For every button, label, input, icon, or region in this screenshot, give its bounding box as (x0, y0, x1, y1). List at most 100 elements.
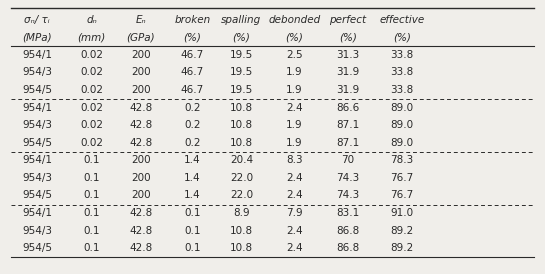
Text: 10.8: 10.8 (230, 226, 253, 236)
Text: 10.8: 10.8 (230, 120, 253, 130)
Text: 0.02: 0.02 (80, 67, 103, 78)
Text: dₙ: dₙ (86, 15, 97, 25)
Text: 10.8: 10.8 (230, 138, 253, 148)
Text: 954/1: 954/1 (22, 103, 52, 113)
Text: 46.7: 46.7 (181, 50, 204, 60)
Text: 70: 70 (341, 155, 354, 165)
Text: 78.3: 78.3 (391, 155, 414, 165)
Text: spalling: spalling (221, 15, 262, 25)
Text: 0.1: 0.1 (184, 243, 201, 253)
Text: effective: effective (379, 15, 425, 25)
Text: 42.8: 42.8 (129, 226, 152, 236)
Text: (GPa): (GPa) (126, 32, 155, 42)
Text: 954/5: 954/5 (22, 85, 52, 95)
Text: 0.2: 0.2 (184, 103, 201, 113)
Text: 74.3: 74.3 (336, 190, 359, 201)
Text: 200: 200 (131, 173, 150, 183)
Text: (MPa): (MPa) (22, 32, 52, 42)
Text: 2.4: 2.4 (286, 173, 302, 183)
Text: 19.5: 19.5 (230, 50, 253, 60)
Text: 200: 200 (131, 67, 150, 78)
Text: 76.7: 76.7 (391, 190, 414, 201)
Text: (%): (%) (233, 32, 250, 42)
Text: 2.4: 2.4 (286, 190, 302, 201)
Text: 87.1: 87.1 (336, 138, 359, 148)
Text: 86.6: 86.6 (336, 103, 359, 113)
Text: broken: broken (174, 15, 210, 25)
Text: σₙ/ τᵢ: σₙ/ τᵢ (24, 15, 50, 25)
Text: 0.02: 0.02 (80, 120, 103, 130)
Text: perfect: perfect (329, 15, 366, 25)
Text: 20.4: 20.4 (230, 155, 253, 165)
Text: 0.1: 0.1 (83, 155, 100, 165)
Text: 89.0: 89.0 (391, 138, 414, 148)
Text: 7.9: 7.9 (286, 208, 302, 218)
Text: 86.8: 86.8 (336, 243, 359, 253)
Text: 76.7: 76.7 (391, 173, 414, 183)
Text: 89.2: 89.2 (391, 226, 414, 236)
Text: 954/5: 954/5 (22, 243, 52, 253)
Text: 89.0: 89.0 (391, 120, 414, 130)
Text: 91.0: 91.0 (391, 208, 414, 218)
Text: 0.1: 0.1 (83, 243, 100, 253)
Text: 22.0: 22.0 (230, 190, 253, 201)
Text: 31.3: 31.3 (336, 50, 359, 60)
Text: 33.8: 33.8 (391, 67, 414, 78)
Text: 42.8: 42.8 (129, 138, 152, 148)
Text: 1.9: 1.9 (286, 67, 302, 78)
Text: 8.9: 8.9 (233, 208, 250, 218)
Text: 8.3: 8.3 (286, 155, 302, 165)
Text: 46.7: 46.7 (181, 67, 204, 78)
Text: 0.02: 0.02 (80, 138, 103, 148)
Text: 954/1: 954/1 (22, 50, 52, 60)
Text: (%): (%) (286, 32, 303, 42)
Text: 2.4: 2.4 (286, 226, 302, 236)
Text: 0.1: 0.1 (83, 208, 100, 218)
Text: 86.8: 86.8 (336, 226, 359, 236)
Text: 2.5: 2.5 (286, 50, 302, 60)
Text: 954/3: 954/3 (22, 226, 52, 236)
Text: 2.4: 2.4 (286, 103, 302, 113)
Text: 2.4: 2.4 (286, 243, 302, 253)
Text: 954/3: 954/3 (22, 120, 52, 130)
Text: 954/1: 954/1 (22, 155, 52, 165)
Text: (%): (%) (184, 32, 201, 42)
Text: 0.02: 0.02 (80, 85, 103, 95)
Text: 1.4: 1.4 (184, 173, 201, 183)
Text: 0.2: 0.2 (184, 138, 201, 148)
Text: 1.4: 1.4 (184, 190, 201, 201)
Text: 42.8: 42.8 (129, 208, 152, 218)
Text: 46.7: 46.7 (181, 85, 204, 95)
Text: 200: 200 (131, 85, 150, 95)
Text: (%): (%) (393, 32, 411, 42)
Text: Eₙ: Eₙ (135, 15, 146, 25)
Text: 200: 200 (131, 155, 150, 165)
Text: (mm): (mm) (77, 32, 106, 42)
Text: 200: 200 (131, 190, 150, 201)
Text: 33.8: 33.8 (391, 85, 414, 95)
Text: 22.0: 22.0 (230, 173, 253, 183)
Text: 954/3: 954/3 (22, 67, 52, 78)
Text: 83.1: 83.1 (336, 208, 359, 218)
Text: 0.1: 0.1 (184, 208, 201, 218)
Text: 0.02: 0.02 (80, 103, 103, 113)
Text: 74.3: 74.3 (336, 173, 359, 183)
Text: 42.8: 42.8 (129, 243, 152, 253)
Text: 200: 200 (131, 50, 150, 60)
Text: 954/5: 954/5 (22, 138, 52, 148)
Text: 1.9: 1.9 (286, 120, 302, 130)
Text: 954/3: 954/3 (22, 173, 52, 183)
Text: 1.9: 1.9 (286, 85, 302, 95)
Text: 33.8: 33.8 (391, 50, 414, 60)
Text: 19.5: 19.5 (230, 67, 253, 78)
Text: 31.9: 31.9 (336, 67, 359, 78)
Text: 89.2: 89.2 (391, 243, 414, 253)
Text: 954/1: 954/1 (22, 208, 52, 218)
Text: 19.5: 19.5 (230, 85, 253, 95)
Text: 0.1: 0.1 (184, 226, 201, 236)
Text: 42.8: 42.8 (129, 120, 152, 130)
Text: (%): (%) (339, 32, 356, 42)
Text: 1.9: 1.9 (286, 138, 302, 148)
Text: 31.9: 31.9 (336, 85, 359, 95)
Text: 0.1: 0.1 (83, 173, 100, 183)
